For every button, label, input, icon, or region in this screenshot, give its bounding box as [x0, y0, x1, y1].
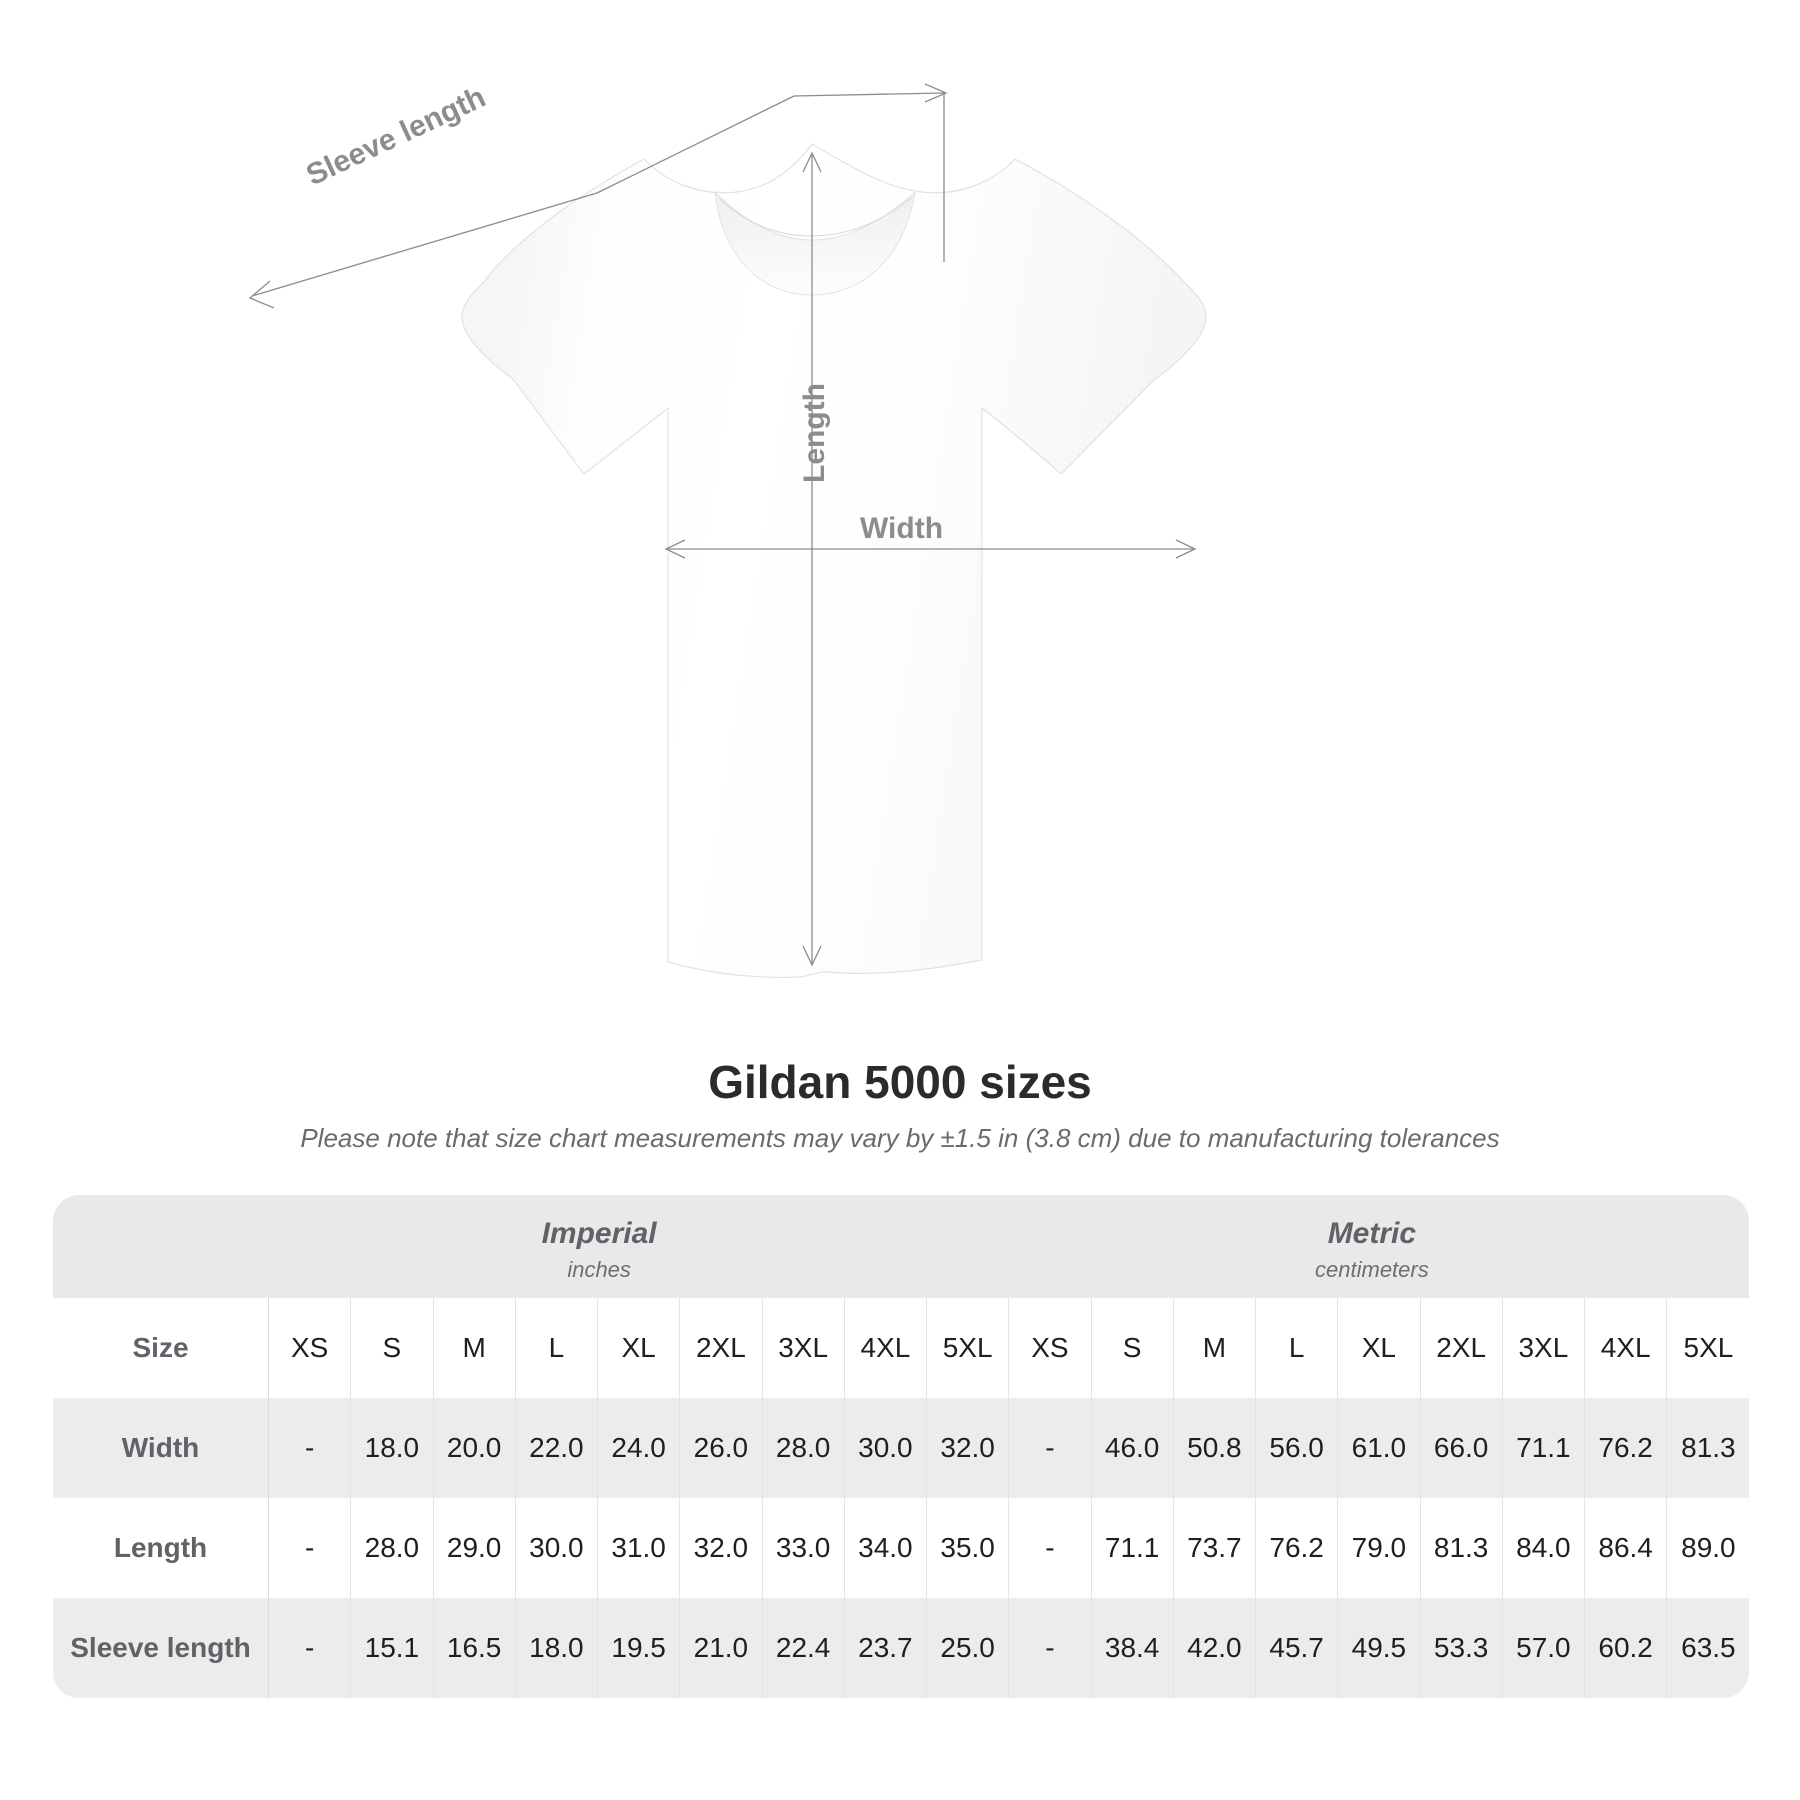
svg-text:Sleeve length: Sleeve length	[301, 81, 490, 193]
svg-text:Length: Length	[798, 383, 831, 483]
svg-text:Width: Width	[860, 512, 943, 545]
